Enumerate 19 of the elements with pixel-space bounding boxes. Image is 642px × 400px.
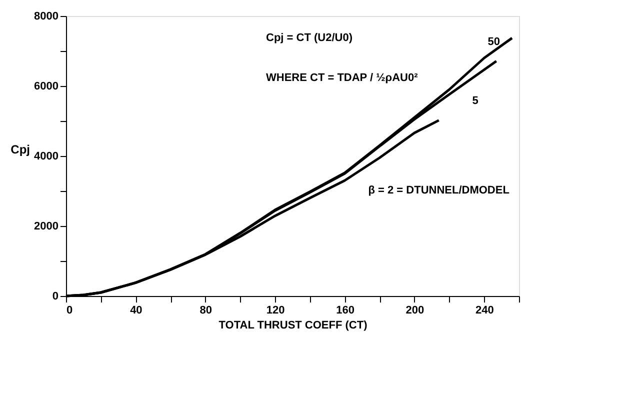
annotation: WHERE CT = TDAP / ½ρAU0²	[266, 72, 418, 84]
y-tick-label: 8000	[34, 10, 58, 22]
x-tick-label: 0	[66, 304, 73, 316]
y-tick-label: 4000	[34, 150, 58, 162]
x-axis-title: TOTAL THRUST COEFF (CT)	[218, 320, 368, 332]
series-label: 5	[472, 95, 478, 108]
y-tick-label: 6000	[34, 80, 58, 92]
series-label: 50	[488, 36, 500, 48]
x-tick-label: 160	[336, 304, 354, 316]
series-label: β = 2 = DTUNNEL/DMODEL	[368, 184, 510, 196]
y-tick-label: 2000	[34, 220, 58, 232]
x-tick-label: 200	[406, 304, 424, 316]
y-tick-label: 0	[52, 290, 58, 302]
x-tick-label: 120	[266, 304, 285, 316]
x-tick-label: 240	[475, 304, 494, 316]
annotation: Cpj = CT (U2/U0)	[266, 32, 353, 44]
x-tick-label: 40	[130, 304, 142, 316]
x-tick-label: 80	[200, 304, 212, 316]
y-axis-title: Cpj	[10, 142, 30, 156]
